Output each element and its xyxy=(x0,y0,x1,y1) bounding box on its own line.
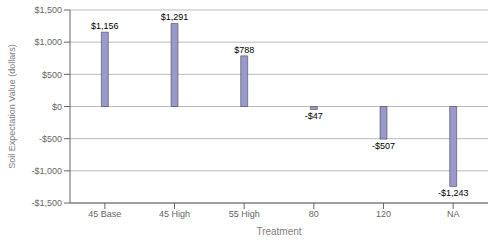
svg-text:45 Base: 45 Base xyxy=(88,209,121,219)
svg-text:$0: $0 xyxy=(52,102,62,112)
svg-text:45 High: 45 High xyxy=(159,209,190,219)
svg-text:$500: $500 xyxy=(42,70,62,80)
svg-text:-$507: -$507 xyxy=(372,141,395,151)
svg-text:NA: NA xyxy=(447,209,460,219)
svg-text:-$1,500: -$1,500 xyxy=(31,198,62,208)
svg-text:-$1,243: -$1,243 xyxy=(438,188,469,198)
svg-text:-$47: -$47 xyxy=(305,111,323,121)
svg-text:$1,000: $1,000 xyxy=(34,37,62,47)
svg-text:$1,291: $1,291 xyxy=(161,12,189,22)
svg-text:$1,500: $1,500 xyxy=(34,5,62,15)
svg-text:-$1,000: -$1,000 xyxy=(31,166,62,176)
svg-text:-$500: -$500 xyxy=(39,134,62,144)
svg-text:80: 80 xyxy=(309,209,319,219)
svg-text:Treatment: Treatment xyxy=(256,226,301,237)
svg-text:120: 120 xyxy=(376,209,391,219)
svg-text:Soil Expectation Value (dollar: Soil Expectation Value (dollars) xyxy=(7,44,17,168)
svg-text:$788: $788 xyxy=(234,45,254,55)
svg-text:$1,156: $1,156 xyxy=(91,21,119,31)
svg-text:55 High: 55 High xyxy=(229,209,260,219)
